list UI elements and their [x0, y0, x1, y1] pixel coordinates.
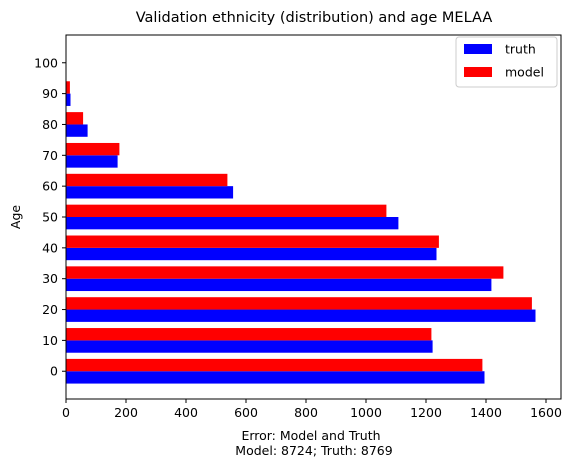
- bar-model-age-0: [66, 359, 482, 371]
- bar-truth-age-0: [66, 371, 485, 383]
- x-axis-label-line2: Model: 8724; Truth: 8769: [235, 443, 392, 458]
- bar-model-age-90: [66, 81, 70, 93]
- x-tick-label: 1000: [350, 405, 382, 420]
- x-tick-label: 1400: [470, 405, 502, 420]
- chart-title: Validation ethnicity (distribution) and …: [136, 10, 493, 26]
- x-tick-label: 1200: [410, 405, 442, 420]
- x-tick-label: 200: [114, 405, 138, 420]
- bar-truth-age-10: [66, 340, 433, 352]
- y-tick-label: 50: [42, 210, 58, 225]
- bar-truth-age-50: [66, 217, 398, 229]
- x-axis-label-line1: Error: Model and Truth: [241, 428, 380, 443]
- bar-model-age-10: [66, 328, 431, 340]
- bar-truth-age-60: [66, 186, 233, 198]
- bars-group: [66, 81, 536, 383]
- y-tick-label: 100: [34, 55, 58, 70]
- y-tick-label: 10: [42, 333, 58, 348]
- y-tick-label: 60: [42, 179, 58, 194]
- legend-swatch-model: [464, 67, 492, 77]
- bar-model-age-20: [66, 297, 532, 309]
- bar-model-age-40: [66, 236, 439, 248]
- legend-swatch-truth: [464, 44, 492, 54]
- bar-truth-age-20: [66, 310, 536, 322]
- legend-label-truth: truth: [505, 42, 536, 57]
- legend: truth model: [456, 37, 557, 87]
- y-tick-label: 70: [42, 148, 58, 163]
- bar-model-age-80: [66, 112, 83, 124]
- bar-truth-age-40: [66, 248, 437, 260]
- bar-model-age-70: [66, 143, 119, 155]
- x-tick-label: 0: [62, 405, 70, 420]
- y-tick-label: 0: [50, 364, 58, 379]
- y-tick-label: 20: [42, 302, 58, 317]
- y-tick-label: 90: [42, 86, 58, 101]
- bar-truth-age-80: [66, 124, 88, 136]
- y-axis-ticks: 0 10 20 30 40 50 60 70 80 90 100: [34, 55, 66, 378]
- y-axis-label: Age: [8, 205, 23, 229]
- x-tick-label: 600: [234, 405, 258, 420]
- bar-model-age-30: [66, 266, 503, 278]
- y-tick-label: 80: [42, 117, 58, 132]
- x-tick-label: 400: [174, 405, 198, 420]
- bar-truth-age-90: [66, 94, 71, 106]
- legend-label-model: model: [505, 65, 544, 80]
- bar-truth-age-30: [66, 279, 491, 291]
- x-tick-label: 800: [294, 405, 318, 420]
- bar-truth-age-70: [66, 155, 118, 167]
- x-axis-ticks: 0 200 400 600 800 1000 1200 1400 1600: [62, 399, 562, 420]
- bar-model-age-50: [66, 205, 386, 217]
- y-tick-label: 30: [42, 271, 58, 286]
- y-tick-label: 40: [42, 240, 58, 255]
- x-tick-label: 1600: [530, 405, 562, 420]
- bar-model-age-60: [66, 174, 227, 186]
